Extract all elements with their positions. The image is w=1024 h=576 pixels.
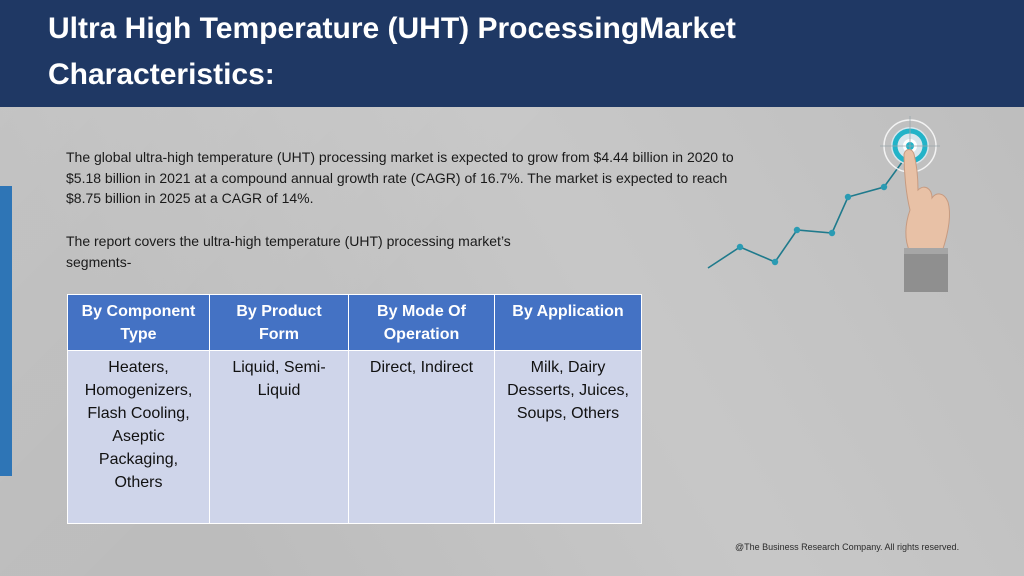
column-header: By Mode Of Operation [348, 294, 495, 351]
growth-chart-target-hand-icon [707, 116, 951, 292]
column-header: By Application [494, 294, 642, 351]
table-row: Heaters, Homogenizers, Flash Cooling, As… [67, 350, 642, 524]
column-header: By Component Type [67, 294, 210, 351]
title-line-2: Characteristics: [48, 58, 275, 91]
table-cell: Liquid, Semi-Liquid [209, 350, 349, 524]
segments-intro-paragraph: The report covers the ultra-high tempera… [66, 233, 511, 270]
table-header-row: By Component Type By Product Form By Mod… [67, 294, 642, 351]
title-banner: Ultra High Temperature (UHT) ProcessingM… [0, 0, 1024, 107]
accent-bar [0, 186, 12, 476]
title-line-1: Ultra High Temperature (UHT) ProcessingM… [48, 12, 736, 45]
table-cell: Milk, Dairy Desserts, Juices, Soups, Oth… [494, 350, 642, 524]
market-summary-paragraph: The global ultra-high temperature (UHT) … [66, 149, 734, 206]
table-cell: Heaters, Homogenizers, Flash Cooling, As… [67, 350, 210, 524]
column-header: By Product Form [209, 294, 349, 351]
table-cell: Direct, Indirect [348, 350, 495, 524]
slide-title: Ultra High Temperature (UHT) ProcessingM… [48, 6, 868, 98]
copyright-footer: @The Business Research Company. All righ… [735, 542, 960, 552]
segments-table: By Component Type By Product Form By Mod… [67, 294, 642, 524]
